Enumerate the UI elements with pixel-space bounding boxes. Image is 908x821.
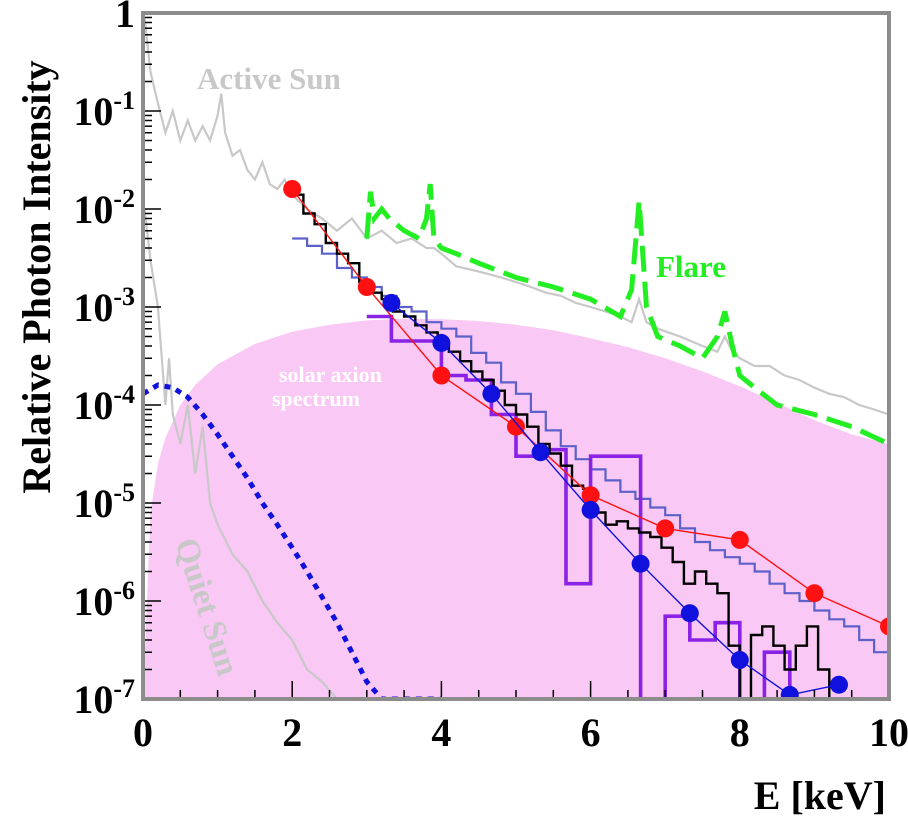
blue-point [382, 293, 401, 312]
annotation-flare: Flare [656, 249, 726, 284]
annotation-active-sun: Active Sun [197, 61, 341, 96]
blue-point [830, 675, 848, 694]
x-axis-title: E [keV] [754, 773, 886, 818]
blue-point [432, 333, 451, 352]
red-point [507, 417, 525, 436]
red-point [357, 278, 376, 296]
series-axion-fill [143, 318, 889, 699]
x-tick-label: 0 [133, 710, 153, 755]
series-blue-line [390, 302, 840, 696]
y-tick-label: 10-2 [73, 184, 135, 232]
x-tick-label: 4 [431, 710, 451, 755]
x-tick-label: 8 [730, 710, 750, 755]
red-point [581, 486, 600, 505]
blue-point [531, 443, 550, 462]
y-tick-label: 10-4 [73, 380, 135, 428]
red-point [283, 180, 302, 198]
plot-frame [141, 11, 891, 701]
x-tick-label: 2 [282, 710, 302, 755]
series-layer [143, 17, 889, 699]
y-tick-label: 10-1 [73, 86, 135, 134]
y-tick-label: 10-6 [73, 576, 135, 624]
blue-point [780, 685, 799, 699]
y-axis-title: Relative Photon Intensity [14, 60, 59, 493]
y-tick-label: 1 [115, 0, 135, 36]
red-point [880, 617, 889, 636]
red-point [730, 530, 749, 549]
red-point [432, 366, 451, 385]
y-tick-label: 10-5 [73, 478, 135, 526]
blue-point [482, 384, 501, 403]
y-tick-label: 10-3 [73, 282, 135, 330]
blue-point [631, 554, 650, 573]
annotation-axion-line2: spectrum [272, 386, 360, 411]
y-tick-label: 10-7 [73, 674, 135, 722]
x-tick-label: 6 [581, 710, 601, 755]
red-point [805, 584, 824, 603]
series-quiet-sun-model [143, 382, 442, 699]
series-quiet-sun [143, 208, 338, 699]
axis-layer: 1 10-1 10-2 10-3 10-4 10-5 10-6 10-70 2 4 6 8 10 [73, 0, 908, 755]
x-tick-label: 10 [869, 710, 908, 755]
blue-point [680, 604, 699, 623]
series-flare [364, 183, 889, 447]
red-point [656, 519, 675, 538]
annotation-axion-line1: solar axion [279, 362, 382, 387]
blue-point [581, 500, 600, 519]
blue-point [730, 651, 749, 669]
